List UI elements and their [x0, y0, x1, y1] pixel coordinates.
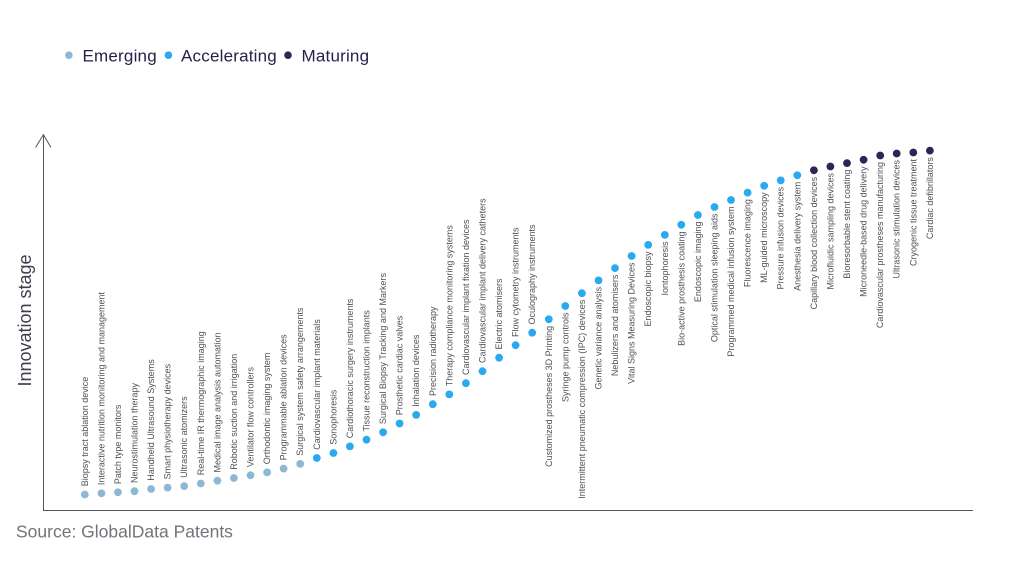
svg-text:Cardiovascular implant materia: Cardiovascular implant materials — [312, 319, 322, 450]
svg-text:Syringe pump controls: Syringe pump controls — [560, 312, 570, 402]
svg-text:Ultrasonic stimulation devices: Ultrasonic stimulation devices — [892, 160, 902, 279]
svg-text:Endoscopic imaging: Endoscopic imaging — [693, 222, 703, 303]
svg-text:Cryogenic tissue treatment: Cryogenic tissue treatment — [908, 159, 918, 267]
svg-text:Cardiothoracic surgery instrum: Cardiothoracic surgery instruments — [345, 298, 355, 438]
svg-text:Flow cytometry instruments: Flow cytometry instruments — [511, 227, 521, 337]
svg-text:Cardiovascular implant deliver: Cardiovascular implant delivery catheter… — [478, 198, 488, 363]
svg-text:Precision radiotherapy: Precision radiotherapy — [428, 306, 438, 396]
svg-text:Iontophoresis: Iontophoresis — [660, 241, 670, 296]
svg-text:Ultrasonic atomizers: Ultrasonic atomizers — [179, 396, 189, 478]
svg-text:Vital Signs Measuring Devices: Vital Signs Measuring Devices — [627, 262, 637, 384]
svg-text:Anesthesia delivery system: Anesthesia delivery system — [792, 182, 802, 291]
svg-text:Therapy compliance monitoring: Therapy compliance monitoring systems — [444, 225, 454, 387]
svg-text:Cardiovascular implant fixatio: Cardiovascular implant fixation devices — [461, 219, 471, 375]
svg-text:Smart physiotherapy devices: Smart physiotherapy devices — [163, 363, 173, 479]
svg-text:Emerging: Emerging — [83, 47, 157, 66]
svg-text:Microneedle-based drug deliver: Microneedle-based drug delivery — [859, 166, 869, 297]
svg-text:Bioresorbable stent coating: Bioresorbable stent coating — [842, 170, 852, 279]
svg-text:Orthodontic imaging system: Orthodontic imaging system — [262, 353, 272, 465]
svg-text:Robotic suction and irrigation: Robotic suction and irrigation — [229, 354, 239, 470]
svg-text:Pressure infusion devices: Pressure infusion devices — [776, 186, 786, 289]
svg-text:Capillary blood collection dev: Capillary blood collection devices — [809, 176, 819, 309]
svg-text:Prosthetic cardiac valves: Prosthetic cardiac valves — [395, 315, 405, 415]
svg-text:Handheld Ultrasound Systems: Handheld Ultrasound Systems — [146, 359, 156, 481]
svg-text:Cardiac defibrillators: Cardiac defibrillators — [925, 157, 935, 240]
svg-text:Genetic variance analysis: Genetic variance analysis — [594, 286, 604, 389]
svg-text:Tissue reconstruction implants: Tissue reconstruction implants — [362, 310, 372, 432]
svg-text:Innovation stage: Innovation stage — [15, 254, 35, 386]
svg-text:Intermittent pneumatic compres: Intermittent pneumatic compression (IPC)… — [577, 299, 587, 499]
svg-text:Surgical system safety arrange: Surgical system safety arrangements — [295, 307, 305, 456]
svg-text:Customized prostheses 3D Print: Customized prostheses 3D Printing — [544, 326, 554, 467]
svg-text:Medical image analysis automat: Medical image analysis automation — [212, 332, 222, 472]
svg-text:Microfluidic sampling devices: Microfluidic sampling devices — [825, 173, 835, 290]
svg-text:Programmed medical infusion sy: Programmed medical infusion system — [726, 207, 736, 357]
svg-text:Electric atomisers: Electric atomisers — [494, 278, 504, 350]
svg-text:Bio-active prosthesis coating: Bio-active prosthesis coating — [676, 231, 686, 346]
svg-text:Nebulizers and atomisers: Nebulizers and atomisers — [610, 274, 620, 376]
svg-text:Oculography instruments: Oculography instruments — [527, 224, 537, 325]
svg-text:Cardiovascular prostheses manu: Cardiovascular prostheses manufacturing — [875, 162, 885, 328]
svg-text:Surgical Biopsy Tracking and M: Surgical Biopsy Tracking and Markers — [378, 273, 388, 425]
svg-text:Maturing: Maturing — [302, 47, 370, 66]
svg-text:Fluorescence imaging: Fluorescence imaging — [743, 199, 753, 287]
svg-text:Optical stimulation sleeping a: Optical stimulation sleeping aids — [710, 213, 720, 342]
svg-text:Patch type monitors: Patch type monitors — [113, 404, 123, 484]
svg-text:Source: GlobalData Patents: Source: GlobalData Patents — [16, 522, 233, 542]
svg-text:Accelerating: Accelerating — [181, 47, 277, 66]
svg-text:Sonophoresis: Sonophoresis — [328, 389, 338, 445]
svg-text:Interactive nutrition monitori: Interactive nutrition monitoring and man… — [96, 291, 106, 485]
svg-text:Endoscopic biopsy: Endoscopic biopsy — [643, 251, 653, 327]
svg-text:Biopsy tract ablation device: Biopsy tract ablation device — [80, 377, 90, 487]
svg-text:Programmable ablation devices: Programmable ablation devices — [279, 334, 289, 461]
svg-text:Ventilator flow controllers: Ventilator flow controllers — [246, 367, 256, 468]
svg-text:ML-guided microscopy: ML-guided microscopy — [759, 192, 769, 283]
svg-text:Real-time IR thermographic ima: Real-time IR thermographic imaging — [196, 331, 206, 475]
svg-text:Inhalation devices: Inhalation devices — [411, 334, 421, 407]
svg-text:Neurostimulation therapy: Neurostimulation therapy — [130, 382, 140, 483]
